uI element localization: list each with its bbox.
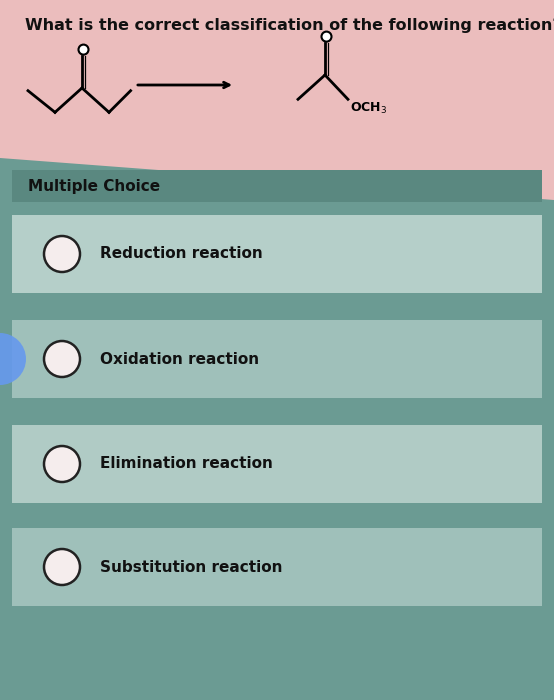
FancyBboxPatch shape [12, 170, 542, 202]
Polygon shape [0, 158, 554, 700]
FancyBboxPatch shape [12, 425, 542, 503]
Text: Elimination reaction: Elimination reaction [100, 456, 273, 472]
Text: What is the correct classification of the following reaction?: What is the correct classification of th… [25, 18, 554, 33]
Text: Multiple Choice: Multiple Choice [28, 178, 160, 193]
FancyBboxPatch shape [12, 528, 542, 606]
FancyBboxPatch shape [12, 320, 542, 398]
Text: OCH$_3$: OCH$_3$ [350, 102, 387, 116]
Circle shape [44, 549, 80, 585]
Text: Oxidation reaction: Oxidation reaction [100, 351, 259, 367]
Circle shape [44, 236, 80, 272]
Circle shape [44, 446, 80, 482]
Ellipse shape [0, 333, 26, 385]
FancyBboxPatch shape [12, 215, 542, 293]
Text: Reduction reaction: Reduction reaction [100, 246, 263, 262]
Circle shape [321, 32, 331, 41]
Circle shape [79, 45, 89, 55]
Text: Substitution reaction: Substitution reaction [100, 559, 283, 575]
Circle shape [44, 341, 80, 377]
